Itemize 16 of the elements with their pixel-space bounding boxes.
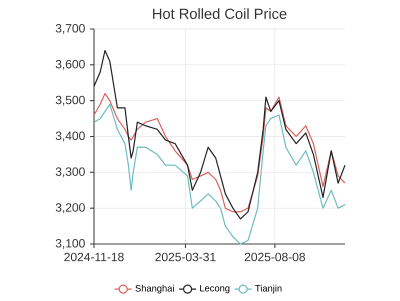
y-tick-label: 3,600 bbox=[56, 60, 85, 70]
y-tick-label: 3,200 bbox=[56, 203, 85, 214]
y-tick-label: 3,400 bbox=[56, 132, 85, 142]
y-tick-label: 3,100 bbox=[56, 239, 85, 249]
legend-label: Lecong bbox=[200, 284, 230, 294]
y-tick-label: 3,700 bbox=[56, 24, 85, 34]
x-tick-label: 2025-08-08 bbox=[244, 252, 306, 262]
x-tick-label: 2024-11-18 bbox=[64, 252, 124, 262]
line-series bbox=[93, 92, 346, 212]
legend-label: Tianjin bbox=[255, 284, 282, 294]
y-tick-label: 3,500 bbox=[56, 96, 85, 106]
y-tick-label: 3,300 bbox=[56, 167, 85, 178]
legend-label: Shanghai bbox=[135, 284, 174, 294]
line-series bbox=[93, 50, 346, 220]
chart-title: Hot Rolled Coil Price bbox=[153, 8, 286, 19]
x-tick-label: 2025-03-31 bbox=[155, 252, 216, 262]
